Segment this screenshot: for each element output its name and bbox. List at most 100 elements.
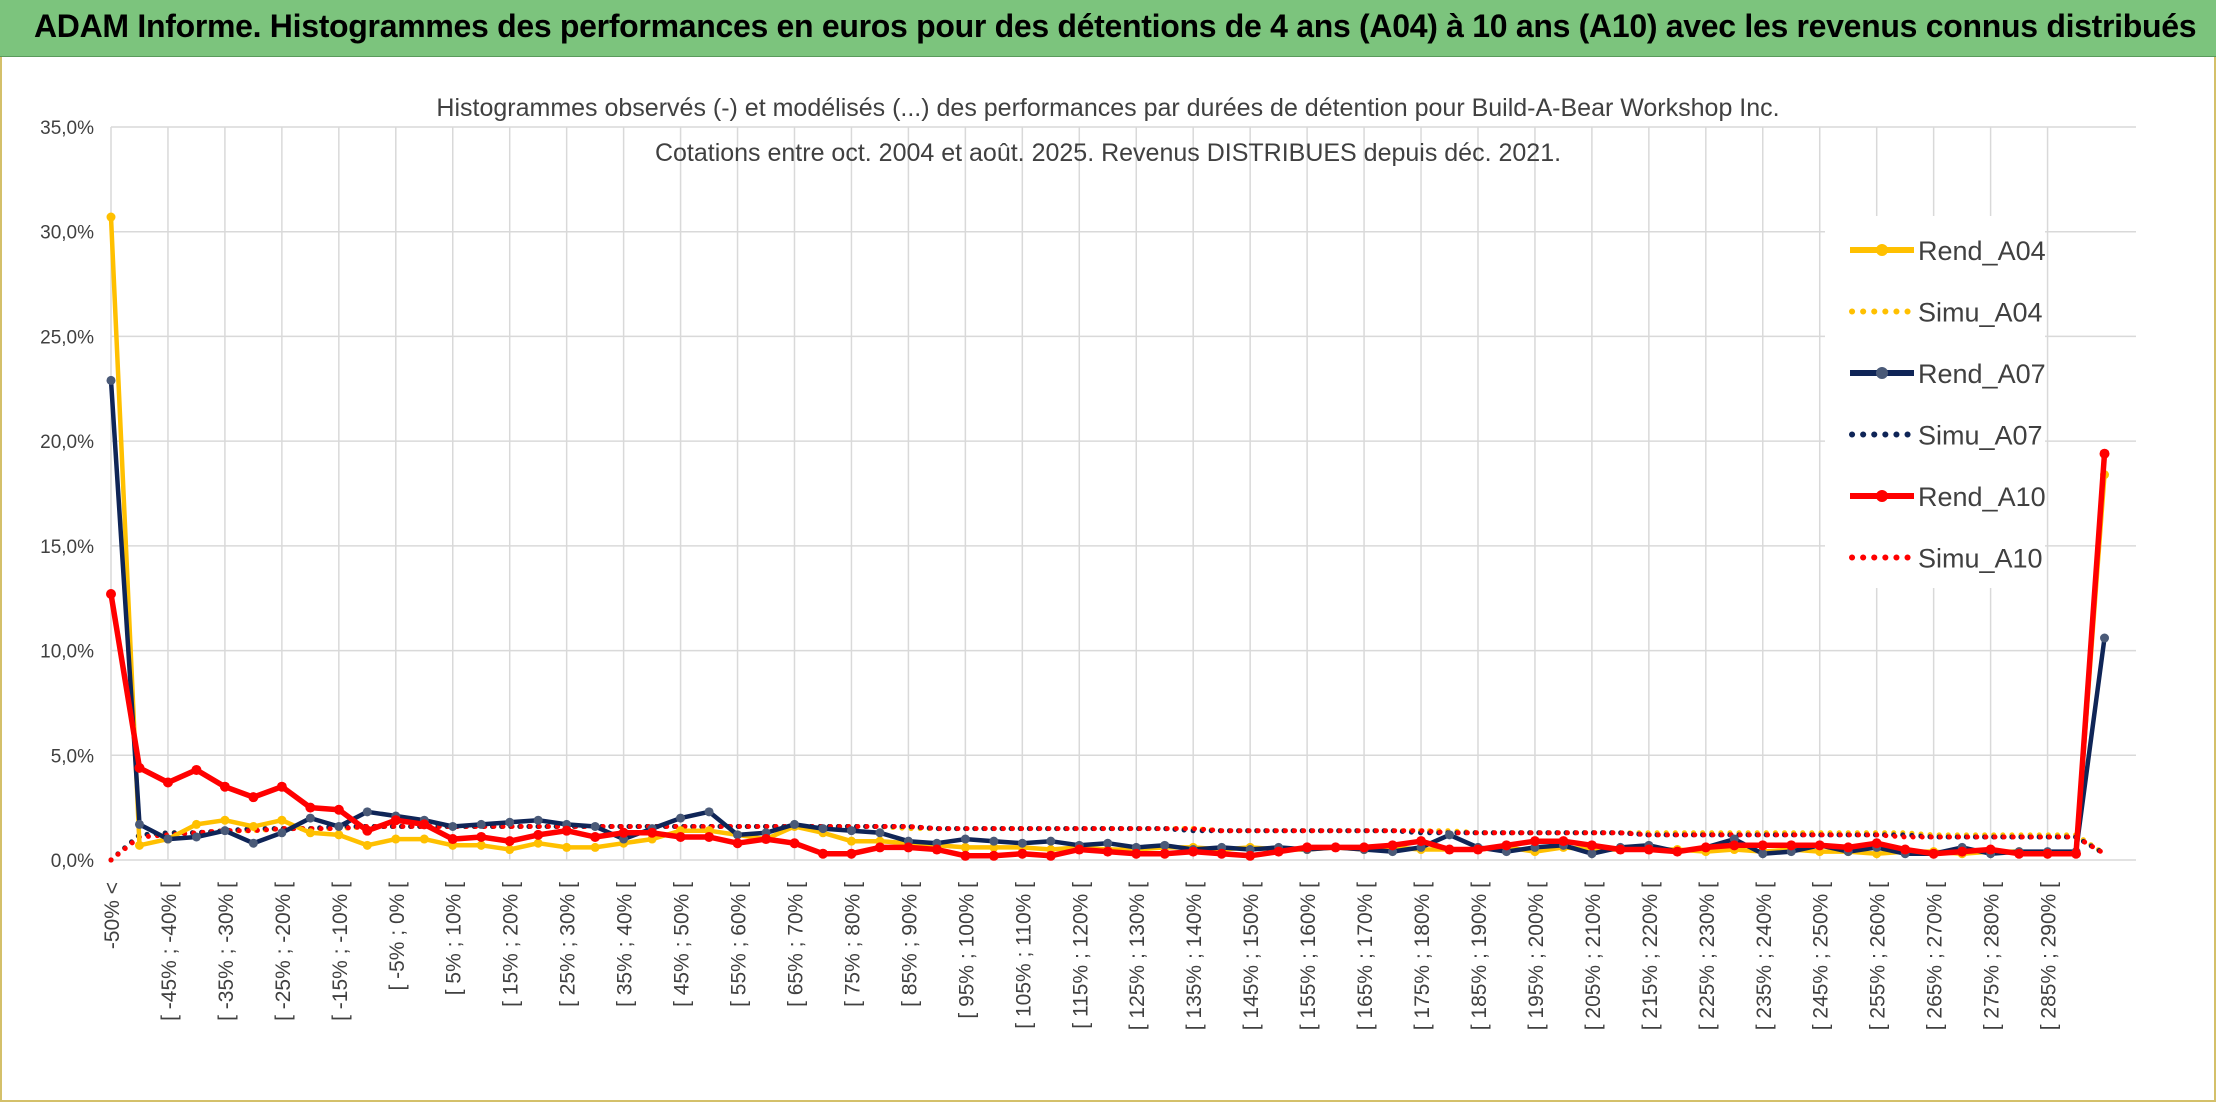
x-tick-label: [ 225% ; 230% [ (1696, 882, 1719, 1030)
data-point (960, 850, 971, 861)
chart-title: Histogrammes observés (-) et modélisés (… (436, 94, 1779, 122)
data-point (277, 828, 287, 838)
data-point (1387, 840, 1398, 851)
data-point (276, 781, 287, 792)
x-tick-label: [ 205% ; 210% [ (1582, 882, 1605, 1030)
data-point (2099, 448, 2110, 459)
data-point (1074, 844, 1085, 855)
x-tick-label: [ 135% ; 140% [ (1183, 882, 1206, 1030)
data-point (1445, 830, 1455, 840)
data-point (1017, 848, 1028, 859)
data-point (1871, 838, 1882, 849)
data-point (590, 821, 600, 831)
series-line (108, 453, 2108, 859)
data-point (1302, 842, 1313, 853)
x-tick-label: [ 95% ; 100% [ (955, 882, 978, 1019)
legend-marker (1876, 244, 1888, 256)
legend-label: Rend_A10 (1918, 482, 2046, 512)
x-tick-label: [ 195% ; 200% [ (1525, 882, 1548, 1030)
chart-subtitle: Cotations entre oct. 2004 et août. 2025.… (655, 139, 1561, 167)
data-point (1416, 836, 1427, 847)
data-point (1501, 840, 1512, 851)
data-point (1700, 842, 1711, 853)
data-point (846, 826, 856, 836)
data-point (1102, 846, 1113, 857)
x-tick-label: [ 175% ; 180% [ (1411, 882, 1434, 1030)
y-axis-ticks: 0,0% 5,0% 10,0% 15,0% 20,0% 25,0% 30,0% 35,0% (40, 118, 94, 872)
x-tick-label: [ 155% ; 160% [ (1297, 882, 1320, 1030)
data-point (1872, 849, 1882, 859)
y-tick-label: 25,0% (40, 327, 94, 348)
data-point (1672, 846, 1683, 857)
data-point (362, 840, 372, 850)
data-point (590, 831, 601, 842)
data-point (334, 830, 344, 840)
legend-label: Simu_A04 (1918, 298, 2043, 328)
legend-item: Rend_A07 (1850, 359, 2046, 389)
data-point (789, 838, 800, 849)
data-point (533, 815, 543, 825)
x-tick-label: [ 125% ; 130% [ (1126, 882, 1149, 1030)
y-tick-label: 10,0% (40, 642, 94, 663)
x-axis-ticks: -50% < [ -45% ; -40% [[ -35% ; -30% [[ -2… (101, 882, 2061, 1030)
data-point (391, 834, 401, 844)
data-point (447, 834, 458, 845)
data-point (875, 828, 885, 838)
data-point (476, 831, 487, 842)
legend-item: Rend_A10 (1850, 482, 2046, 512)
data-point (106, 589, 116, 600)
x-tick-label: [ 285% ; 290% [ (2038, 882, 2061, 1030)
data-point (1131, 848, 1142, 859)
x-tick-label: [ 165% ; 170% [ (1354, 882, 1377, 1030)
grid-lines (110, 126, 2136, 861)
data-point (248, 821, 258, 831)
x-tick-label: [ 15% ; 20% [ (500, 882, 523, 1007)
x-tick-label: -50% < (101, 882, 124, 949)
data-point (277, 815, 287, 825)
data-point (1046, 836, 1056, 846)
data-point (419, 834, 429, 844)
data-point (390, 815, 401, 826)
data-point (2042, 848, 2053, 859)
y-tick-label: 35,0% (40, 118, 94, 139)
data-point (647, 827, 658, 838)
x-tick-label: [ -35% ; -30% [ (215, 882, 238, 1021)
data-point (1729, 840, 1740, 851)
data-point (903, 842, 914, 853)
data-point (219, 781, 230, 792)
data-point (1330, 842, 1341, 853)
data-point (733, 830, 743, 840)
data-point (1472, 844, 1483, 855)
data-point (704, 831, 715, 842)
data-point (846, 848, 857, 859)
data-point (1160, 840, 1170, 850)
data-point (305, 813, 315, 823)
x-tick-label: [ 145% ; 150% [ (1240, 882, 1263, 1030)
x-tick-label: [ 35% ; 40% [ (614, 882, 637, 1007)
data-point (2100, 633, 2110, 643)
data-point (333, 804, 344, 815)
data-point (334, 821, 344, 831)
data-point (1017, 838, 1027, 848)
data-point (134, 840, 144, 850)
data-point (362, 807, 372, 817)
data-point (220, 826, 230, 836)
data-point (1758, 849, 1768, 859)
data-point (817, 848, 828, 859)
data-point (163, 834, 173, 844)
data-point (561, 825, 572, 836)
data-point (419, 819, 430, 830)
report-title: ADAM Informe. Histogrammes des performan… (34, 8, 2197, 44)
data-point (2071, 848, 2082, 859)
x-tick-label: [ 45% ; 50% [ (671, 882, 694, 1007)
data-point (1615, 844, 1626, 855)
y-tick-label: 0,0% (51, 851, 94, 872)
data-point (1928, 848, 1939, 859)
legend-marker (1876, 367, 1888, 379)
data-point (2014, 848, 2025, 859)
legend-marker (1876, 490, 1888, 502)
data-point (732, 838, 743, 849)
legend-item: Rend_A04 (1850, 236, 2046, 266)
data-point (476, 819, 486, 829)
